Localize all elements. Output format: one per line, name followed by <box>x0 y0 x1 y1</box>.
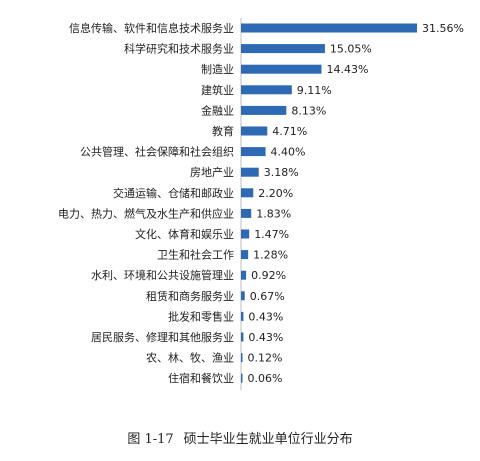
figure-number: 图 1-17 <box>127 432 174 447</box>
bar <box>241 85 292 95</box>
chart-area: 信息传输、软件和信息技术服务业 31.56% 科学研究和技术服务业 15.05% 制造业… <box>58 18 464 390</box>
category-label: 租赁和商务服务业 <box>146 289 234 303</box>
bar <box>241 23 417 33</box>
bar-chart: 信息传输、软件和信息技术服务业 31.56% 科学研究和技术服务业 15.05% 制造业… <box>58 18 464 390</box>
data-label: 3.18% <box>264 166 299 179</box>
category-label: 电力、热力、燃气及水生产和供应业 <box>58 206 234 220</box>
bar <box>241 311 244 321</box>
figure-title: 硕士毕业生就业单位行业分布 <box>183 432 353 447</box>
data-label: 2.20% <box>258 187 293 200</box>
bar <box>241 64 322 74</box>
data-label: 4.71% <box>272 125 307 138</box>
category-label: 农、林、牧、渔业 <box>146 351 234 365</box>
bar <box>241 188 254 198</box>
category-label: 金融业 <box>201 103 234 117</box>
category-label: 卫生和社会工作 <box>157 248 234 262</box>
data-label: 1.83% <box>256 207 291 220</box>
data-label: 0.06% <box>248 372 283 385</box>
bar <box>241 229 250 239</box>
bar <box>241 44 325 54</box>
category-label: 水利、环境和公共设施管理业 <box>91 268 234 282</box>
data-label: 1.47% <box>254 228 289 241</box>
category-label: 交通运输、仓储和邮政业 <box>113 186 234 200</box>
data-label: 0.43% <box>248 331 283 344</box>
category-label: 制造业 <box>201 62 234 76</box>
data-label: 9.11% <box>297 84 332 97</box>
category-label: 批发和零售业 <box>168 309 234 323</box>
data-label: 1.28% <box>253 249 288 262</box>
data-label: 0.43% <box>248 310 283 323</box>
data-label: 14.43% <box>326 63 368 76</box>
bar <box>241 332 244 342</box>
data-label: 0.12% <box>248 352 283 365</box>
bar <box>241 373 243 383</box>
figure-caption: 图 1-17 硕士毕业生就业单位行业分布 <box>0 428 480 447</box>
category-label: 公共管理、社会保障和社会组织 <box>80 145 234 159</box>
bar <box>241 167 259 177</box>
bar <box>241 105 287 115</box>
category-label: 住宿和餐饮业 <box>168 371 234 385</box>
data-label: 8.13% <box>291 104 326 117</box>
category-label: 建筑业 <box>201 83 234 97</box>
category-label: 房地产业 <box>190 165 234 179</box>
data-label: 4.40% <box>271 146 306 159</box>
bar <box>241 126 268 136</box>
bar <box>241 353 243 363</box>
data-label: 31.56% <box>422 22 464 35</box>
bar <box>241 147 266 157</box>
category-label: 居民服务、修理和其他服务业 <box>91 330 234 344</box>
category-label: 文化、体育和娱乐业 <box>135 227 234 241</box>
category-label: 科学研究和技术服务业 <box>124 42 234 56</box>
category-label: 信息传输、软件和信息技术服务业 <box>69 21 234 35</box>
bar <box>241 291 245 301</box>
data-label: 15.05% <box>330 43 372 56</box>
data-label: 0.67% <box>250 290 285 303</box>
data-label: 0.92% <box>251 269 286 282</box>
bar <box>241 250 249 260</box>
bar <box>241 270 247 280</box>
category-label: 教育 <box>212 124 234 138</box>
bar <box>241 208 252 218</box>
